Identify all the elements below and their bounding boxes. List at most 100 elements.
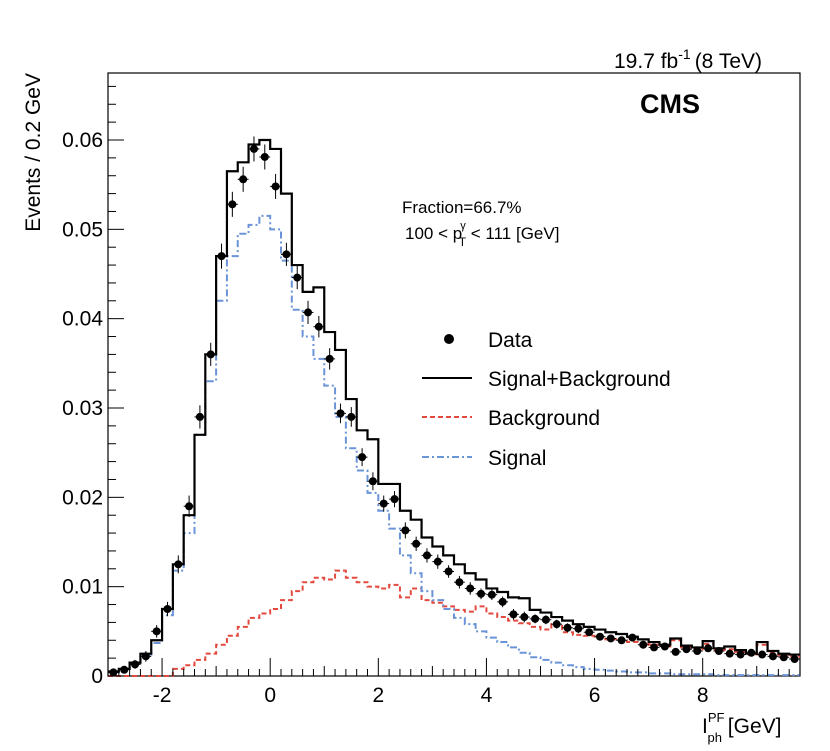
data-point [401,526,410,535]
series-background-line [108,569,800,677]
data-point [606,634,615,643]
data-point [671,647,680,656]
x-axis-title: IPF ph [GeV] [702,710,781,745]
experiment-label: CMS [640,89,700,119]
plot-layer: 0 0.01 0.02 0.03 0.04 0.05 0.06 -2 0 2 4 6 8 [62,72,801,707]
legend-data-marker [444,334,454,344]
x-axis-title-superscript: PF [708,710,725,725]
data-point [693,646,702,655]
data-point [141,652,150,661]
data-point [725,649,734,658]
data-point [239,175,248,184]
data-point [249,144,258,153]
data-point [455,578,464,587]
data-point [563,623,572,632]
data-point [574,624,583,633]
data-point [390,495,399,504]
y-axis-title: Events / 0.2 GeV [22,73,45,232]
data-point [747,648,756,657]
x-axis-title-subscript: ph [707,730,721,745]
data-point [585,628,594,637]
data-point [433,557,442,566]
legend-label-background: Background [488,407,600,430]
data-point [779,653,788,662]
pt-range-subscript: T [459,235,467,249]
y-tick-label: 0.05 [62,218,103,241]
data-point [639,640,648,649]
y-tick-label: 0.06 [62,129,103,152]
data-point [109,668,118,677]
data-point [444,567,453,576]
data-point [120,665,129,674]
data-point [682,645,691,654]
fraction-annotation: Fraction=66.7% [402,198,522,217]
data-point [628,633,637,642]
legend: Data Signal+Background Background Signal [422,329,671,470]
data-point [541,615,550,624]
data-point [131,660,140,669]
data-point [336,409,345,418]
data-point [217,252,226,261]
data-point [174,560,183,569]
legend-label-signal-background: Signal+Background [488,368,671,391]
data-point [206,350,215,359]
data-point [422,551,431,560]
data-point [293,273,302,282]
data-point [704,644,713,653]
legend-label-signal: Signal [488,447,546,470]
data-point [736,650,745,659]
data-point [477,589,486,598]
y-tick-label: 0.02 [62,486,103,509]
data-point [617,636,626,645]
x-tick-label: 8 [697,684,709,707]
data-point [509,610,518,619]
data-point [714,646,723,655]
y-tick-label: 0 [91,665,103,688]
series-signal-background-line [108,138,800,673]
plot-frame [107,72,801,677]
data-point [358,453,367,462]
lumi-superscript: -1 [678,46,691,62]
x-tick-label: 2 [372,684,384,707]
data-point [790,655,799,664]
data-point [282,250,291,259]
data-point [228,200,237,209]
data-point [271,182,280,191]
data-point [498,597,507,606]
legend-label-data: Data [488,329,533,352]
data-point [520,613,529,622]
data-point [379,499,388,508]
x-tick-label: -2 [153,684,172,707]
data-point [595,632,604,641]
data-point [185,502,194,511]
data-point [466,584,475,593]
data-point [487,590,496,599]
data-point [314,322,323,331]
data-point [304,308,313,317]
y-tick-label: 0.04 [62,308,103,331]
data-point [768,652,777,661]
energy-label: (8 TeV) [695,50,762,73]
pt-range-annotation: 100 < pγ T < 111 [GeV] [405,220,559,249]
pt-range-superscript: γ [460,220,466,232]
data-point [552,620,561,629]
data-point [368,477,377,486]
data-point [325,354,334,363]
data-point [412,539,421,548]
x-tick-label: 0 [264,684,276,707]
data-point [650,643,659,652]
data-point [758,650,767,659]
x-tick-label: 4 [481,684,493,707]
data-point [195,412,204,421]
data-point [531,614,540,623]
y-tick-label: 0.03 [62,397,103,420]
lumi-label: 19.7 fb-1 (8 TeV) [614,46,762,73]
y-tick-label: 0.01 [62,576,103,599]
data-point [347,412,356,421]
data-point [660,642,669,651]
data-point [163,605,172,613]
data-point [260,152,269,161]
x-tick-label: 6 [589,684,601,707]
data-point [152,627,161,636]
